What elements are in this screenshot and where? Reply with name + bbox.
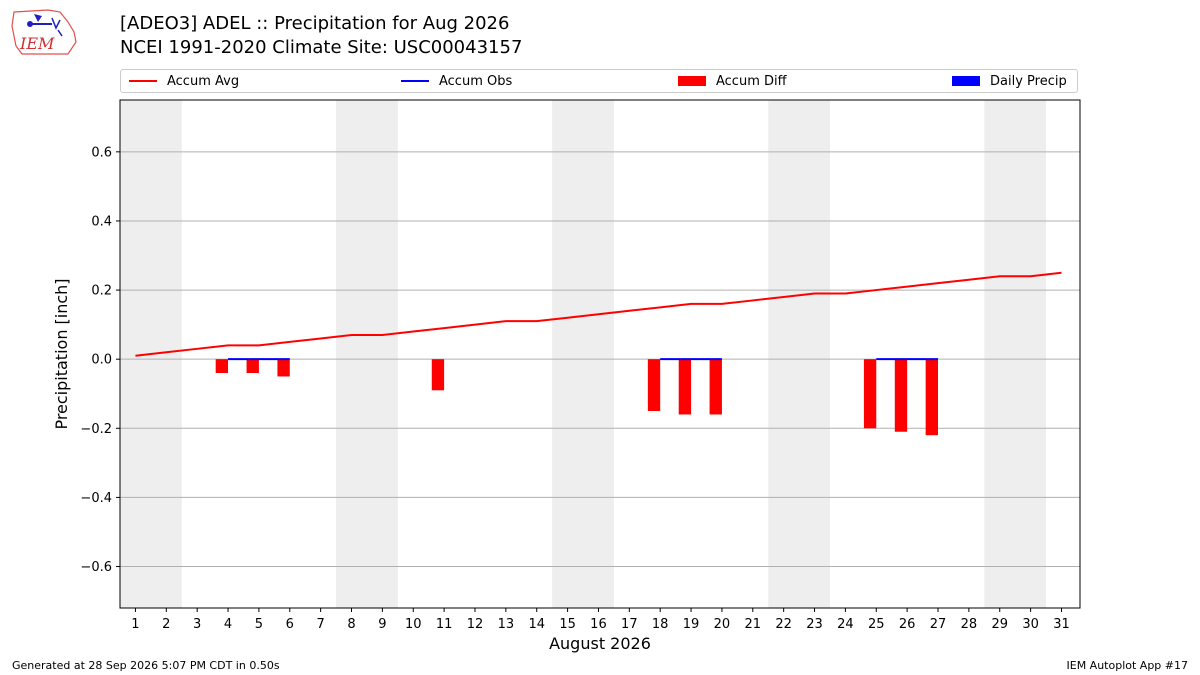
legend-swatch-accum-diff [678,76,706,86]
x-tick-label: 16 [590,617,607,632]
x-tick-label: 11 [436,617,453,632]
x-tick-label: 10 [405,617,422,632]
x-tick-label: 7 [317,617,325,632]
x-tick-label: 12 [467,617,484,632]
x-tick-label: 29 [991,617,1008,632]
x-tick-label: 26 [899,617,916,632]
accum-diff-bar [647,359,661,412]
logo-text: IEM [19,34,55,53]
y-tick-label: 0.6 [91,145,112,160]
accum-diff-bar [863,359,877,429]
y-tick-label: 0.2 [91,284,112,299]
x-tick-label: 17 [621,617,638,632]
weekend-shade [552,100,614,608]
accum-diff-bar [894,359,908,432]
footer-generated: Generated at 28 Sep 2026 5:07 PM CDT in … [12,659,280,672]
x-tick-label: 15 [559,617,576,632]
iem-logo: IEM [11,9,77,55]
y-tick-label: −0.2 [80,422,112,437]
legend-label: Accum Obs [439,73,513,89]
weekend-shade [984,100,1047,608]
y-tick-label: 0.0 [91,353,112,368]
weekend-shade [768,100,830,608]
accum-diff-bar [709,359,722,415]
x-tick-label: 20 [714,617,731,632]
x-tick-label: 8 [347,617,355,632]
x-tick-label: 21 [745,617,762,632]
x-tick-label: 13 [498,617,515,632]
x-tick-label: 18 [652,617,669,632]
legend-item-accum-avg: Accum Avg [129,70,239,92]
chart-subtitle: NCEI 1991-2020 Climate Site: USC00043157 [120,37,523,58]
legend-label: Accum Diff [716,73,787,89]
y-tick-label: −0.6 [80,560,112,575]
x-tick-label: 28 [961,617,978,632]
plot-frame [119,99,1081,609]
y-tick-label: −0.4 [80,491,112,506]
accum-avg-line [135,271,1062,357]
x-tick-label: 25 [868,617,885,632]
legend-swatch-accum-obs [401,80,429,82]
x-tick-label: 23 [806,617,823,632]
x-tick-label: 31 [1053,617,1070,632]
legend-item-accum-obs: Accum Obs [401,70,512,92]
legend-swatch-daily-precip [952,76,980,86]
chart-title: [ADEO3] ADEL :: Precipitation for Aug 20… [120,13,510,34]
x-tick-label: 19 [683,617,700,632]
x-tick-label: 9 [378,617,386,632]
accum-diff-bar [215,359,229,374]
legend: Accum Avg Accum Obs Accum Diff Daily Pre… [120,69,1078,93]
footer-app: IEM Autoplot App #17 [1066,659,1189,672]
accum-diff-bar [678,359,692,415]
y-tick-label: 0.4 [91,214,112,229]
x-tick-label: 27 [930,617,947,632]
legend-label: Accum Avg [167,73,240,89]
y-axis-label: Precipitation [inch] [52,278,71,429]
x-tick-label: 6 [286,617,294,632]
x-tick-label: 5 [255,617,263,632]
weekend-shade [336,100,398,608]
x-tick-label: 3 [193,617,201,632]
x-tick-label: 24 [837,617,854,632]
accum-diff-bar [246,359,259,374]
legend-swatch-accum-avg [129,80,157,82]
legend-label: Daily Precip [990,73,1067,89]
x-tick-label: 2 [162,617,170,632]
x-axis-label: August 2026 [549,634,651,653]
x-tick-label: 22 [775,617,792,632]
legend-item-daily-precip: Daily Precip [952,70,1067,92]
accum-diff-bar [277,359,290,377]
x-tick-label: 4 [224,617,232,632]
legend-item-accum-diff: Accum Diff [678,70,787,92]
x-tick-label: 14 [528,617,545,632]
x-tick-label: 1 [131,617,139,632]
accum-diff-bar [925,359,939,436]
accum-diff-bar [431,359,445,391]
x-tick-label: 30 [1022,617,1039,632]
